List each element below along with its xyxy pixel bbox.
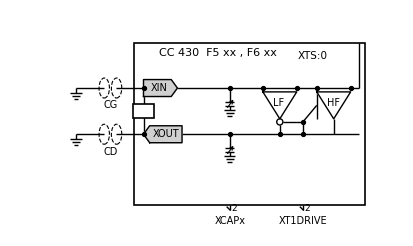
Text: LF: LF <box>273 98 284 108</box>
Text: 2: 2 <box>304 204 310 213</box>
Text: CD: CD <box>103 147 118 156</box>
Text: CG: CG <box>103 100 118 110</box>
Text: XT1DRIVE: XT1DRIVE <box>279 216 327 226</box>
Bar <box>133 104 154 118</box>
Text: XCAPx: XCAPx <box>214 216 245 226</box>
Text: XIN: XIN <box>150 83 167 93</box>
Polygon shape <box>317 92 351 119</box>
Text: HF: HF <box>327 98 340 108</box>
Polygon shape <box>263 92 297 119</box>
Polygon shape <box>144 126 182 143</box>
Text: CC 430  F5 xx , F6 xx: CC 430 F5 xx , F6 xx <box>159 48 277 58</box>
Polygon shape <box>144 79 178 96</box>
Text: XOUT: XOUT <box>152 129 179 139</box>
Text: XTS:0: XTS:0 <box>297 51 328 61</box>
Text: 2: 2 <box>231 204 237 213</box>
Bar <box>133 43 365 205</box>
